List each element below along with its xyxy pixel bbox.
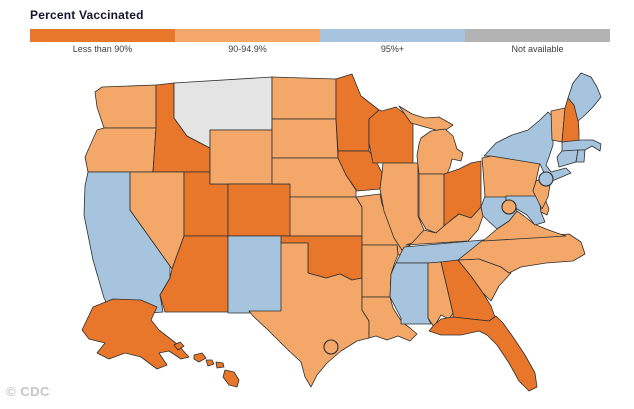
legend-swatch-lt90 [30, 29, 175, 42]
legend-labels: Less than 90% 90-94.9% 95%+ Not availabl… [30, 44, 610, 54]
legend-label-na: Not available [511, 44, 564, 54]
state-SD[interactable] [271, 118, 339, 159]
state-NC[interactable] [457, 233, 586, 274]
state-MA[interactable] [561, 139, 602, 152]
state-MI-upper-peninsula[interactable] [398, 105, 454, 133]
state-TX[interactable] [248, 242, 370, 388]
state-HI-maui[interactable] [215, 361, 225, 369]
legend-label-90-94: 90-94.9% [228, 44, 267, 54]
page-title: Percent Vaccinated [30, 8, 144, 22]
state-WY[interactable] [209, 129, 273, 185]
state-HI-oahu[interactable] [193, 352, 207, 363]
state-ME[interactable] [567, 72, 602, 122]
state-WA[interactable] [94, 84, 157, 129]
legend-swatch-na [465, 29, 610, 42]
state-HI-big-island[interactable] [222, 369, 240, 388]
legend-swatch-95plus [320, 29, 465, 42]
state-HI-kauai[interactable] [173, 341, 185, 351]
state-CT[interactable] [556, 149, 579, 168]
state-MI[interactable] [416, 128, 464, 175]
state-HI-molokai[interactable] [205, 359, 215, 367]
state-KS[interactable] [289, 196, 363, 237]
state-CO[interactable] [227, 183, 301, 237]
state-LA[interactable] [361, 296, 418, 342]
state-ND[interactable] [271, 76, 337, 120]
state-OR[interactable] [84, 127, 157, 173]
state-AK[interactable] [81, 298, 190, 370]
state-VA[interactable] [482, 210, 567, 242]
legend-swatch-90-94 [175, 29, 320, 42]
state-FL[interactable] [428, 315, 538, 392]
state-IL[interactable] [379, 162, 425, 251]
legend-label-lt90: Less than 90% [72, 44, 133, 54]
marker-district-of-columbia[interactable] [501, 199, 517, 215]
legend-label-95plus: 95%+ [380, 44, 405, 54]
marker-houston[interactable] [323, 339, 339, 355]
state-RI[interactable] [575, 149, 586, 163]
state-IN[interactable] [418, 173, 445, 234]
state-KY[interactable] [405, 206, 484, 246]
marker-new-york-city[interactable] [538, 171, 554, 187]
cdc-attribution: © CDC [6, 384, 50, 399]
legend-color-bar [30, 29, 610, 42]
